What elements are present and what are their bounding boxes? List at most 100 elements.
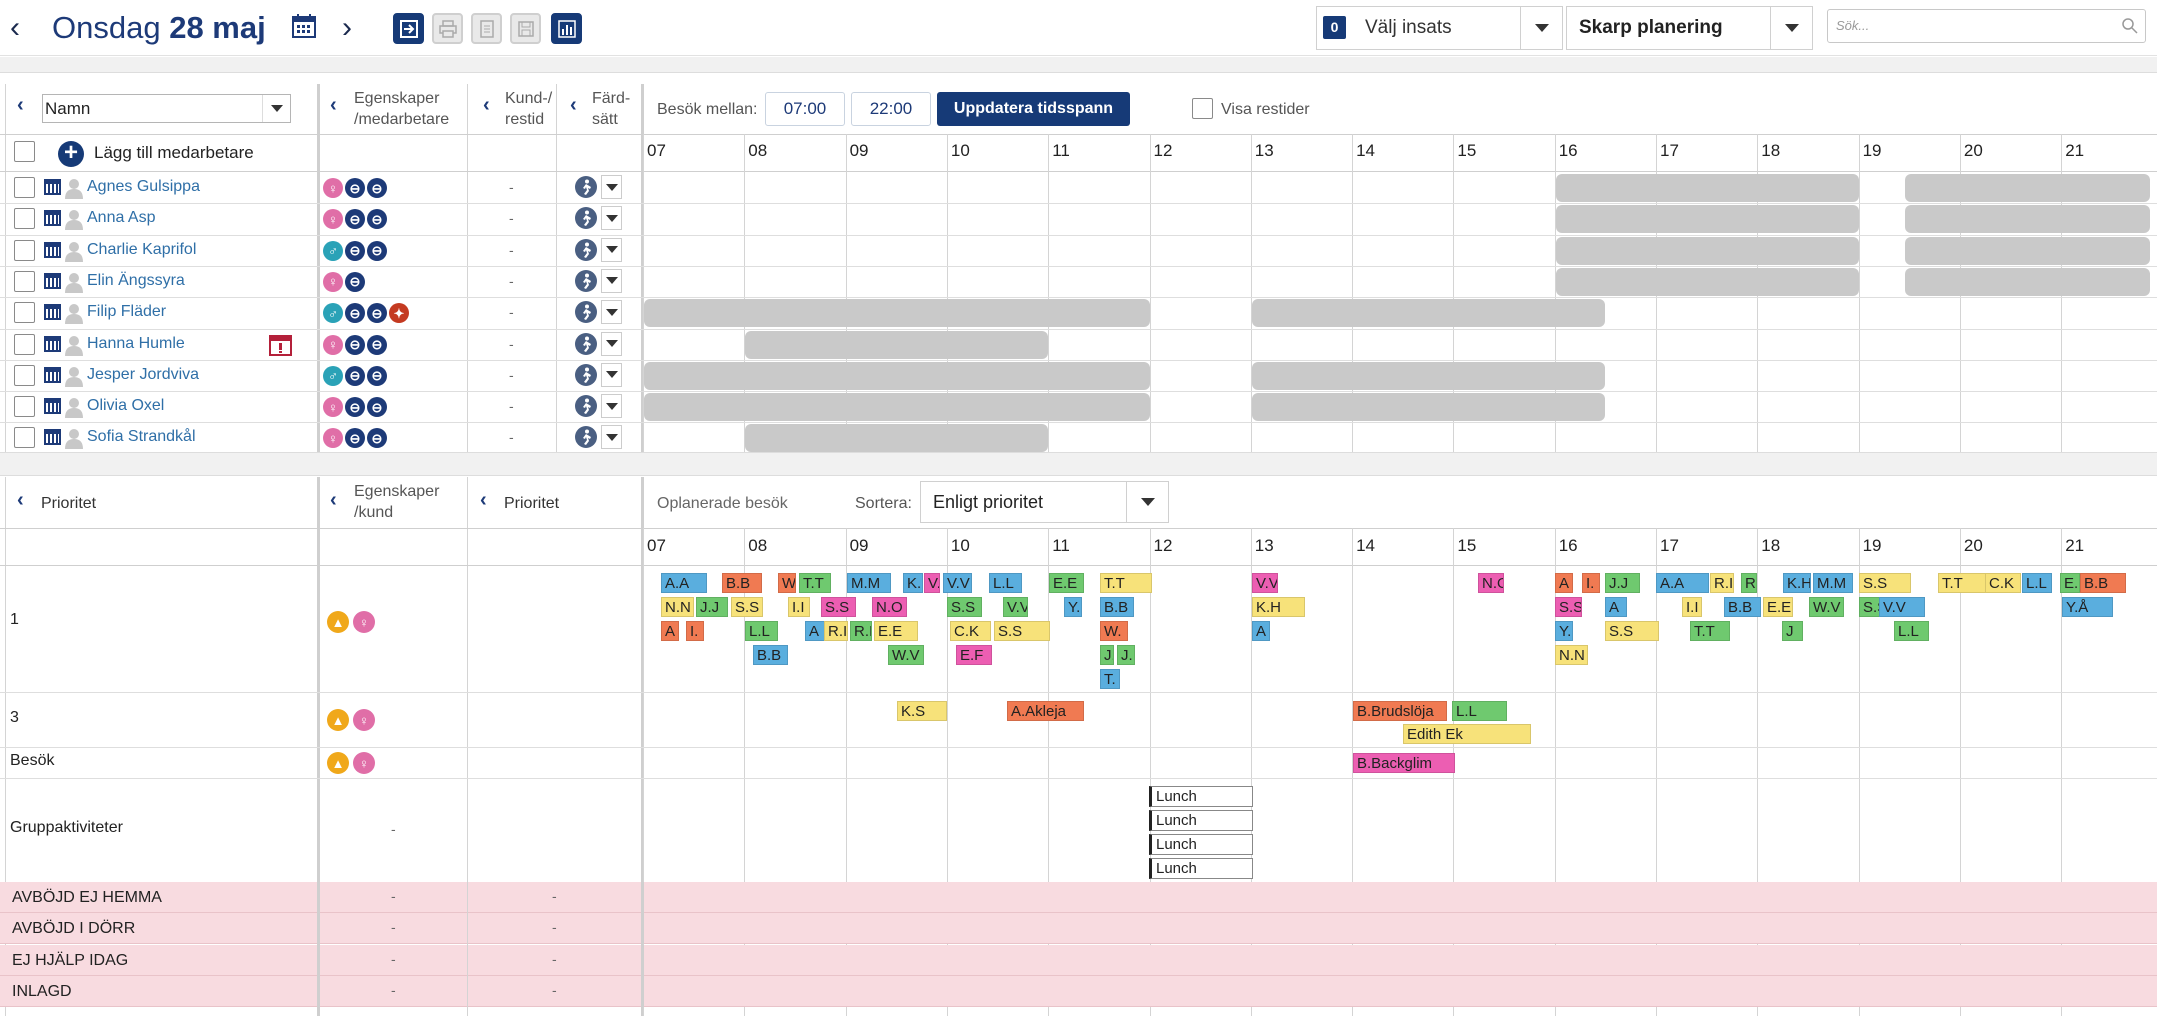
unplanned-visit-chip[interactable]: S.S — [1555, 597, 1582, 617]
unplanned-visit-chip[interactable]: A.A — [661, 573, 707, 593]
unplanned-visit-chip[interactable]: W — [778, 573, 796, 593]
unplanned-visit-chip[interactable]: K.H — [903, 573, 923, 593]
schedule-icon[interactable] — [44, 429, 61, 446]
unplanned-visit-chip[interactable]: A.Akleja — [1007, 701, 1084, 721]
employee-name[interactable]: Jesper Jordviva — [87, 365, 200, 383]
schedule-icon[interactable] — [44, 398, 61, 415]
insats-select[interactable]: 0 Välj insats — [1316, 6, 1563, 50]
busy-block[interactable] — [1251, 393, 1606, 422]
unplanned-visit-chip[interactable]: L.L — [1452, 701, 1507, 721]
unplanned-visit-chip[interactable]: B.B — [2080, 573, 2126, 593]
unplanned-visit-chip[interactable]: I. — [686, 621, 704, 641]
collapse-priority-column[interactable]: ‹ — [17, 489, 24, 511]
unplanned-visit-chip[interactable]: E.F — [956, 645, 992, 665]
busy-block[interactable] — [1905, 205, 2150, 234]
unplanned-visit-chip[interactable]: V.V — [943, 573, 972, 593]
group-activity-chip[interactable]: Lunch — [1149, 810, 1253, 831]
busy-block[interactable] — [1905, 267, 2150, 296]
unplanned-visit-chip[interactable]: T.T — [1938, 573, 1996, 593]
unplanned-visit-chip[interactable]: A — [805, 621, 825, 641]
unplanned-visit-chip[interactable]: S.S — [1859, 573, 1911, 593]
unplanned-visit-chip[interactable]: B.Brudslöja — [1353, 701, 1447, 721]
unplanned-visit-chip[interactable]: C.K — [1985, 573, 2021, 593]
busy-block[interactable] — [1555, 205, 1859, 234]
unplanned-visit-chip[interactable]: I.I — [1682, 597, 1702, 617]
unplanned-visit-chip[interactable]: B.B — [753, 645, 788, 665]
employee-name[interactable]: Agnes Gulsippa — [87, 178, 200, 195]
travel-mode-dropdown[interactable] — [601, 362, 622, 387]
unplanned-visit-chip[interactable]: E.E — [1049, 573, 1084, 593]
unplanned-visit-chip[interactable]: W.V — [888, 645, 924, 665]
busy-block[interactable] — [1905, 174, 2150, 202]
unplanned-visit-chip[interactable]: B.Backglim — [1353, 753, 1455, 773]
unplanned-visit-chip[interactable]: S.S — [947, 597, 982, 617]
unplanned-visit-chip[interactable]: A.A — [1656, 573, 1709, 593]
add-employee-label[interactable]: Lägg till medarbetare — [94, 143, 254, 162]
unplanned-visit-chip[interactable]: T.T — [1100, 573, 1152, 593]
unplanned-visit-chip[interactable]: L.L — [1894, 621, 1929, 641]
group-activity-chip[interactable]: Lunch — [1149, 786, 1253, 807]
name-sort-select[interactable]: Namn — [42, 94, 291, 123]
collapse-customer-properties-column[interactable]: ‹ — [330, 489, 337, 511]
employee-name[interactable]: Filip Fläder — [87, 303, 167, 321]
unplanned-visit-chip[interactable]: R.I — [824, 621, 848, 641]
chevron-down-icon[interactable] — [1520, 7, 1562, 49]
unplanned-visit-chip[interactable]: A — [661, 621, 679, 641]
travel-mode-dropdown[interactable] — [601, 206, 622, 231]
unplanned-visit-chip[interactable]: S.S — [1605, 621, 1659, 641]
employee-name[interactable]: Elin Ängssyra — [87, 271, 185, 289]
unplanned-visit-chip[interactable]: T. — [1100, 669, 1120, 689]
employee-checkbox[interactable] — [14, 396, 35, 418]
unplanned-visit-chip[interactable]: E. — [2060, 573, 2080, 593]
unplanned-visit-chip[interactable]: S.S — [994, 621, 1050, 641]
schedule-icon[interactable] — [44, 304, 61, 321]
employee-name[interactable]: Anna Asp — [87, 209, 156, 227]
unplanned-visit-chip[interactable]: Y.Å — [2062, 597, 2113, 617]
busy-block[interactable] — [745, 330, 1049, 359]
update-timespan-button[interactable]: Uppdatera tidsspann — [937, 92, 1130, 126]
unplanned-visit-chip[interactable]: L.L — [2022, 573, 2052, 593]
unplanned-visit-chip[interactable]: K.S — [897, 701, 947, 721]
busy-block[interactable] — [644, 393, 1150, 422]
collapse-travel-column[interactable]: ‹ — [570, 94, 577, 116]
unplanned-visit-chip[interactable]: S.S — [821, 597, 856, 617]
unplanned-visit-chip[interactable]: N.N — [1555, 645, 1588, 665]
unplanned-visit-chip[interactable]: W.V — [1809, 597, 1844, 617]
unplanned-visit-chip[interactable]: C.K — [950, 621, 991, 641]
unplanned-visit-chip[interactable]: A — [1555, 573, 1573, 593]
unplanned-visit-chip[interactable]: S.S — [1859, 597, 1881, 617]
travel-mode-dropdown[interactable] — [601, 300, 622, 325]
collapse-priority2-column[interactable]: ‹ — [480, 489, 487, 511]
unplanned-visit-chip[interactable]: E.E — [874, 621, 918, 641]
unplanned-visit-chip[interactable]: L.L — [989, 573, 1022, 593]
previous-day-button[interactable]: ‹ — [10, 11, 20, 44]
busy-block[interactable] — [1251, 361, 1606, 390]
sort-select[interactable]: Enligt prioritet — [920, 481, 1169, 523]
employee-checkbox[interactable] — [14, 427, 35, 449]
employee-name[interactable]: Sofia Strandkål — [87, 428, 196, 446]
unplanned-visit-chip[interactable]: I.I — [788, 597, 810, 617]
group-activity-chip[interactable]: Lunch — [1149, 858, 1253, 879]
save-button[interactable] — [510, 13, 541, 44]
employee-name[interactable]: Charlie Kaprifol — [87, 240, 197, 258]
unplanned-visit-chip[interactable]: M.M — [847, 573, 891, 593]
from-time-input[interactable]: 07:00 — [765, 92, 845, 126]
unplanned-visit-chip[interactable]: N.O — [1478, 573, 1504, 593]
unplanned-visit-chip[interactable]: Y. — [1555, 621, 1573, 641]
export-button[interactable] — [393, 13, 424, 44]
busy-block[interactable] — [1251, 299, 1606, 328]
document-button[interactable] — [471, 13, 502, 44]
unplanned-visit-chip[interactable]: S.S — [731, 597, 763, 617]
unplanned-visit-chip[interactable]: R.I — [1710, 573, 1734, 593]
travel-mode-dropdown[interactable] — [601, 268, 622, 293]
busy-block[interactable] — [1555, 267, 1859, 296]
planning-mode-select[interactable]: Skarp planering — [1566, 6, 1813, 50]
unplanned-visit-chip[interactable]: J.J — [1605, 573, 1640, 593]
unplanned-visit-chip[interactable]: V.V — [1252, 573, 1278, 593]
next-day-button[interactable]: › — [342, 11, 352, 44]
unplanned-visit-chip[interactable]: Y. — [1064, 597, 1082, 617]
employee-checkbox[interactable] — [14, 364, 35, 386]
add-employee-icon[interactable]: + — [58, 141, 84, 167]
schedule-icon[interactable] — [44, 335, 61, 352]
unplanned-visit-chip[interactable]: M.M — [1813, 573, 1853, 593]
